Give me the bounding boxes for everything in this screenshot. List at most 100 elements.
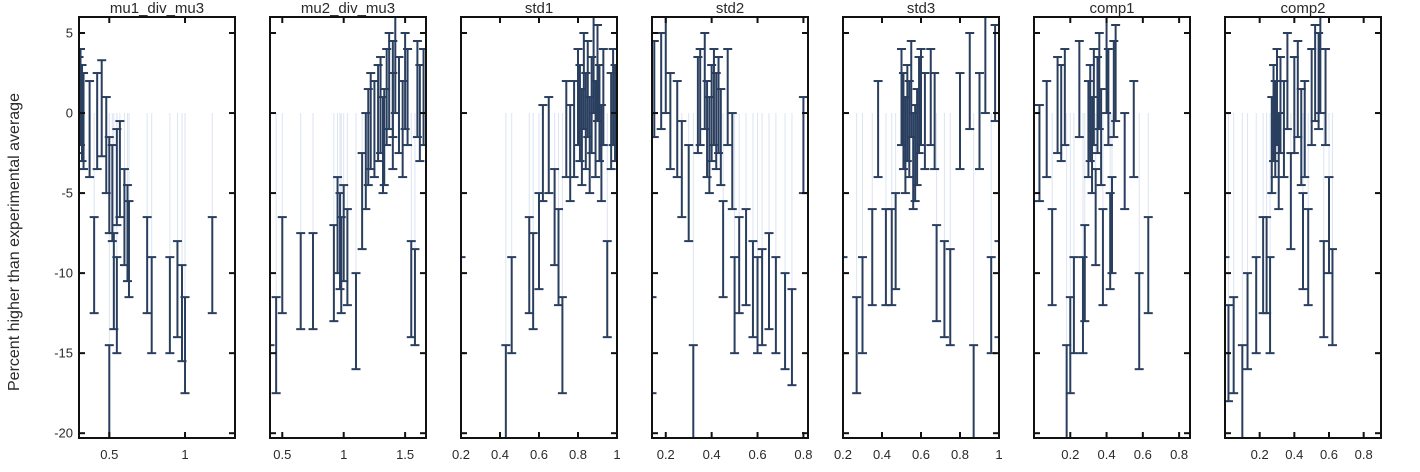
x-tick-label: 0.8	[569, 447, 587, 462]
x-tick-label: 0.4	[491, 447, 509, 462]
error-bar	[85, 80, 95, 179]
error-bar	[1042, 80, 1052, 179]
error-bar	[994, 240, 999, 339]
x-tick-label: 0.4	[1098, 447, 1116, 462]
x-tick-label: 1	[340, 447, 347, 462]
x-tick-label: 0.6	[748, 447, 766, 462]
error-bar	[501, 344, 511, 438]
panel-marks	[270, 17, 426, 438]
error-bar	[741, 208, 751, 307]
error-bar	[1060, 48, 1070, 147]
error-bar	[277, 216, 287, 315]
error-bar	[1321, 48, 1331, 147]
error-bar	[986, 256, 996, 355]
error-bar	[723, 48, 733, 147]
error-bar	[1243, 272, 1253, 371]
x-tick-label: 0.4	[1285, 447, 1303, 462]
error-bar	[544, 96, 554, 195]
error-bar	[104, 344, 114, 438]
chart-panels: 5 0 -5 -10 -15 -20 0.5 1 mu1_div_mu3 0.5 1 1.5 mu2_d…	[54, 0, 1382, 462]
x-tick-label: 0.6	[1134, 447, 1152, 462]
error-bar	[1105, 192, 1115, 291]
error-bar	[79, 72, 89, 171]
panel-marks	[843, 17, 999, 438]
error-bar	[534, 192, 544, 291]
panel-frame	[78, 16, 236, 439]
error-bar	[165, 256, 175, 355]
error-bar	[308, 232, 318, 331]
error-bar	[89, 216, 99, 315]
error-bar	[1102, 17, 1112, 115]
error-bar	[932, 224, 942, 323]
x-tick-label: 1	[613, 447, 620, 462]
error-bar	[684, 144, 694, 243]
error-bar	[419, 48, 426, 147]
error-bar	[665, 72, 675, 171]
error-bar	[1229, 296, 1239, 395]
panel-marks	[1225, 17, 1337, 438]
panel-title: std1	[525, 0, 553, 17]
error-bar	[507, 256, 517, 355]
x-tick-label: 0.5	[273, 447, 291, 462]
error-bar	[661, 17, 671, 115]
error-bar	[1274, 112, 1284, 211]
error-bar	[557, 296, 567, 395]
x-tick-label: 0.5	[100, 447, 118, 462]
error-bar	[858, 256, 867, 355]
error-bar	[1069, 256, 1079, 355]
error-bar	[716, 88, 726, 187]
x-tick-label: 0.2	[1251, 447, 1269, 462]
panel-std1: 0.2 0.4 0.6 0.8 1 std1	[452, 0, 621, 462]
panel-std2: 0.2 0.4 0.6 0.8 std2	[651, 0, 812, 462]
error-bar	[955, 72, 965, 171]
error-bar	[1300, 80, 1310, 179]
panel-title: std3	[907, 0, 935, 17]
error-bar	[798, 96, 808, 195]
x-tick-label: 0.8	[1355, 447, 1373, 462]
error-bar	[718, 200, 728, 299]
error-bar	[92, 72, 102, 171]
error-bar	[1034, 104, 1044, 203]
x-tick-label: 1	[995, 447, 1002, 462]
error-bar	[142, 216, 152, 315]
error-bar	[1237, 344, 1247, 438]
error-bar	[757, 248, 767, 347]
error-bar	[342, 208, 352, 307]
error-bar	[787, 288, 797, 387]
y-tick-label: 5	[66, 26, 73, 41]
error-bar	[1103, 48, 1113, 147]
error-bar	[753, 256, 763, 355]
error-bar	[403, 48, 413, 147]
error-bar	[1143, 216, 1153, 315]
error-bar	[598, 48, 608, 147]
error-bar	[677, 120, 687, 219]
panel-marks	[461, 17, 617, 438]
error-bar	[528, 232, 538, 331]
error-bar	[1327, 248, 1337, 347]
error-bar	[1078, 256, 1088, 355]
x-tick-label: 1.5	[396, 447, 414, 462]
error-bar	[652, 296, 657, 395]
error-bar	[1111, 24, 1121, 123]
error-bar	[672, 80, 682, 179]
x-tick-label: 0.8	[794, 447, 812, 462]
panel-marks	[79, 48, 217, 438]
error-bar	[270, 344, 275, 438]
error-bar	[107, 144, 117, 243]
error-bar	[930, 72, 940, 171]
error-bar	[180, 296, 190, 395]
error-bar	[780, 272, 790, 371]
error-bar	[1094, 32, 1104, 131]
error-bar	[975, 72, 984, 171]
error-bar	[980, 17, 990, 115]
error-bar	[1315, 17, 1325, 115]
error-bar	[730, 256, 740, 355]
y-tick-label: -15	[54, 346, 73, 361]
error-bar	[965, 32, 975, 131]
error-bar	[388, 72, 398, 171]
error-bar	[379, 88, 389, 187]
error-bar	[1080, 224, 1090, 323]
error-bar	[351, 272, 361, 371]
error-bar	[596, 104, 606, 203]
y-axis-label: Percent higher than experimental average	[6, 93, 23, 391]
